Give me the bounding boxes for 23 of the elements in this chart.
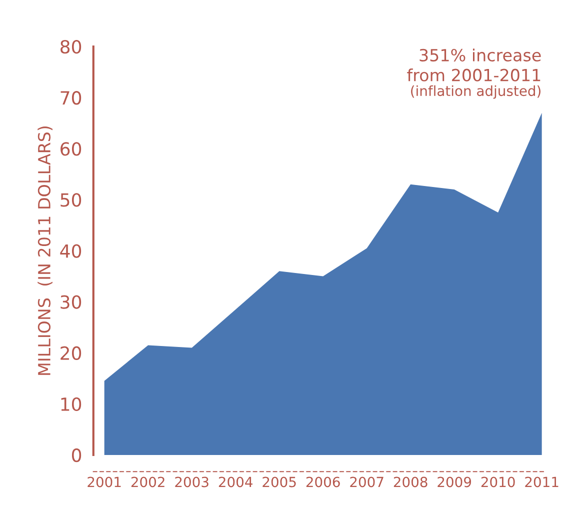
x-tick-label: 2004	[218, 476, 252, 488]
x-tick-label: 2007	[350, 476, 384, 488]
y-tick-label: 50	[60, 193, 82, 207]
x-tick-label: 2008	[394, 476, 428, 488]
y-tick-label: 0	[72, 448, 82, 462]
x-tick-label: 2005	[262, 476, 296, 488]
annotation: 351% increase from 2001-2011	[407, 48, 541, 82]
y-tick-label: 80	[60, 40, 82, 54]
x-tick-label: 2002	[131, 476, 164, 488]
y-tick-label: 20	[60, 346, 82, 360]
x-tick-label: 2006	[306, 476, 340, 488]
x-tick-label: 2011	[525, 476, 558, 488]
x-tick-label: 2009	[438, 476, 472, 488]
y-tick-label: 60	[60, 142, 82, 156]
y-tick-label: 10	[61, 397, 82, 412]
y-tick-label: 30	[60, 295, 82, 309]
y-tick-label: 70	[60, 91, 82, 105]
annotation: (inflation adjusted)	[411, 85, 540, 99]
y-axis-title: MILLIONS (IN 2011 DOLLARS)	[38, 126, 52, 375]
x-tick-label: 2010	[481, 476, 515, 488]
x-tick-label: 2003	[175, 476, 208, 488]
x-tick-label: 2001	[88, 476, 121, 488]
y-tick-label: 40	[60, 244, 82, 258]
